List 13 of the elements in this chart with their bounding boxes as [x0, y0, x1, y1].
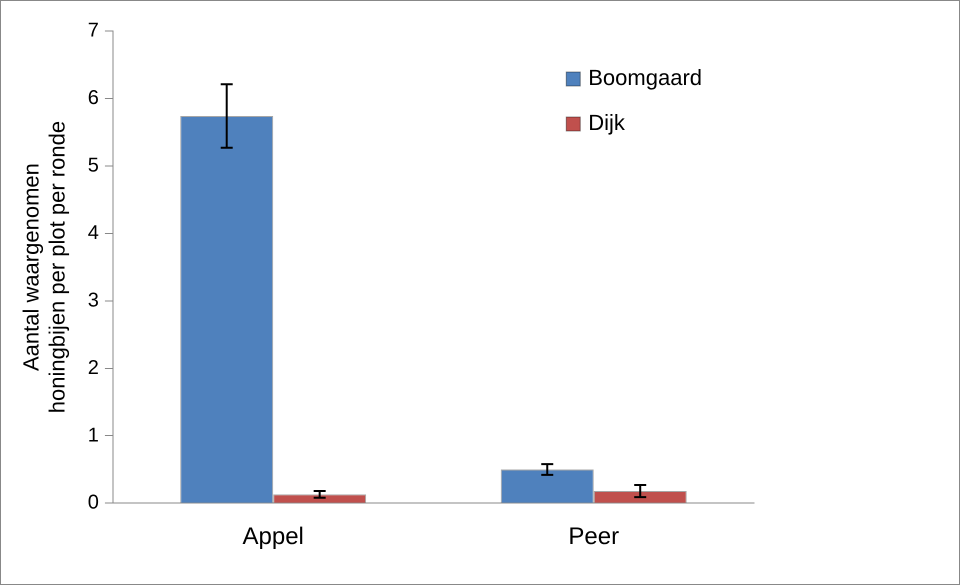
- x-tick-label: Appel: [242, 523, 304, 550]
- y-tick-label: 4: [88, 222, 99, 244]
- y-tick-label: 3: [88, 289, 99, 312]
- legend-label: Dijk: [588, 110, 626, 136]
- y-tick-label: 0: [88, 492, 99, 514]
- legend-label: Boomgaard: [588, 65, 702, 90]
- x-tick-label: Peer: [568, 523, 620, 550]
- y-tick-label: 2: [88, 356, 99, 379]
- y-tick-label: 7: [88, 20, 99, 42]
- y-axis-title: Aantal waargenomen honingbijen per plot per ronde: [18, 120, 70, 414]
- y-tick-label: 6: [88, 86, 99, 109]
- y-tick-label: 1: [88, 424, 99, 446]
- y-tick-label: 5: [88, 154, 99, 176]
